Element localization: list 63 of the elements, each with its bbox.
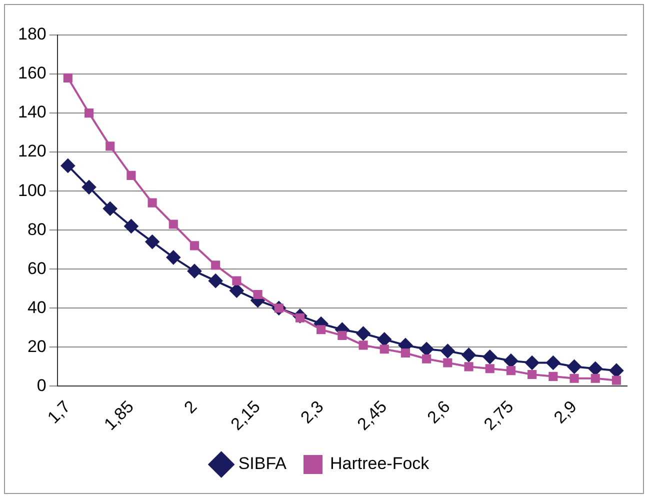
point [464,362,474,372]
point [126,170,136,180]
point [356,326,370,340]
x-tick-label: 2,3 [297,397,328,428]
y-tick-label: 160 [18,64,46,83]
legend-label: Hartree-Fock [330,454,430,474]
point [145,234,160,249]
y-tick-label: 80 [27,220,46,239]
point [190,241,200,250]
point [612,376,621,385]
y-tick-label: 20 [27,336,46,356]
point [60,158,75,173]
point [443,358,452,368]
point [84,108,94,118]
point [570,374,579,383]
point [567,360,582,374]
point [462,348,476,362]
point [188,264,202,278]
point [230,284,244,298]
point [106,142,115,151]
point [400,348,410,358]
point [316,325,326,334]
point [485,364,494,374]
point [440,344,455,358]
y-tick-label: 100 [18,180,46,200]
point [590,374,600,383]
point [166,250,180,264]
y-tick-label: 180 [18,24,46,44]
point [548,372,558,381]
point [124,219,138,234]
x-tick-label: 1,7 [44,397,74,428]
x-tick-label: 2,9 [550,397,580,428]
y-tick-label: 40 [27,298,46,317]
point [422,354,432,364]
y-tick-label: 0 [36,376,46,395]
legend-label: SIBFA [238,454,288,474]
y-tick-label: 120 [18,142,46,161]
point [168,220,178,229]
point [504,354,518,368]
point [528,370,537,380]
x-tick-label: 2,6 [424,397,454,428]
point [208,274,223,288]
point [377,332,392,346]
point [588,362,602,376]
point [338,330,347,340]
point [82,180,96,194]
point [420,342,434,356]
point [232,276,242,286]
point [358,340,368,350]
point [482,350,497,364]
point [525,356,540,370]
point [506,366,516,376]
point [63,73,72,82]
point [211,260,220,270]
point [103,202,118,216]
y-tick-label: 140 [18,102,46,122]
y-tick-label: 60 [27,258,46,278]
point [253,290,262,300]
point [609,364,624,378]
point [148,198,157,208]
point [380,344,389,354]
x-tick-label: 2 [180,397,201,418]
point [546,356,560,370]
